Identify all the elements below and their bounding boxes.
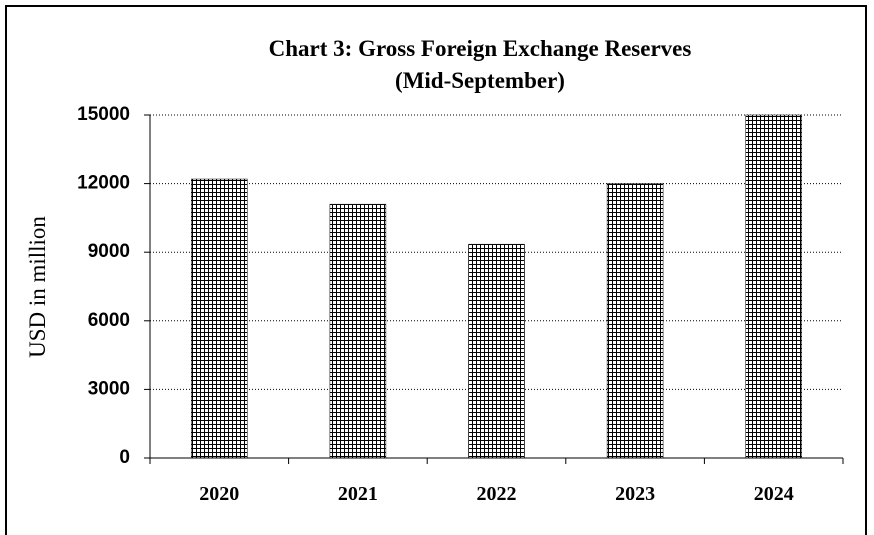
- chart-title: Chart 3: Gross Foreign Exchange Reserves: [269, 36, 692, 61]
- y-axis-label: USD in million: [25, 216, 50, 358]
- y-tick-label: 9000: [88, 241, 130, 262]
- bar: [191, 178, 248, 459]
- x-tick-label: 2020: [199, 483, 239, 505]
- y-tick-label: 6000: [88, 310, 130, 331]
- y-tick-label: 0: [119, 447, 130, 468]
- x-tick-label: 2023: [615, 483, 655, 505]
- x-tick-label: 2022: [477, 483, 517, 505]
- chart-title: (Mid-September): [395, 68, 565, 93]
- bar: [329, 203, 387, 459]
- bar: [606, 183, 664, 459]
- y-tick-label: 3000: [88, 378, 130, 399]
- y-tick-label: 15000: [77, 104, 130, 125]
- x-tick-label: 2021: [338, 483, 378, 505]
- x-tick-label: 2024: [754, 483, 794, 505]
- bar: [468, 243, 525, 459]
- y-tick-label: 12000: [77, 173, 130, 194]
- frame: [5, 5, 867, 535]
- bar: [745, 114, 802, 459]
